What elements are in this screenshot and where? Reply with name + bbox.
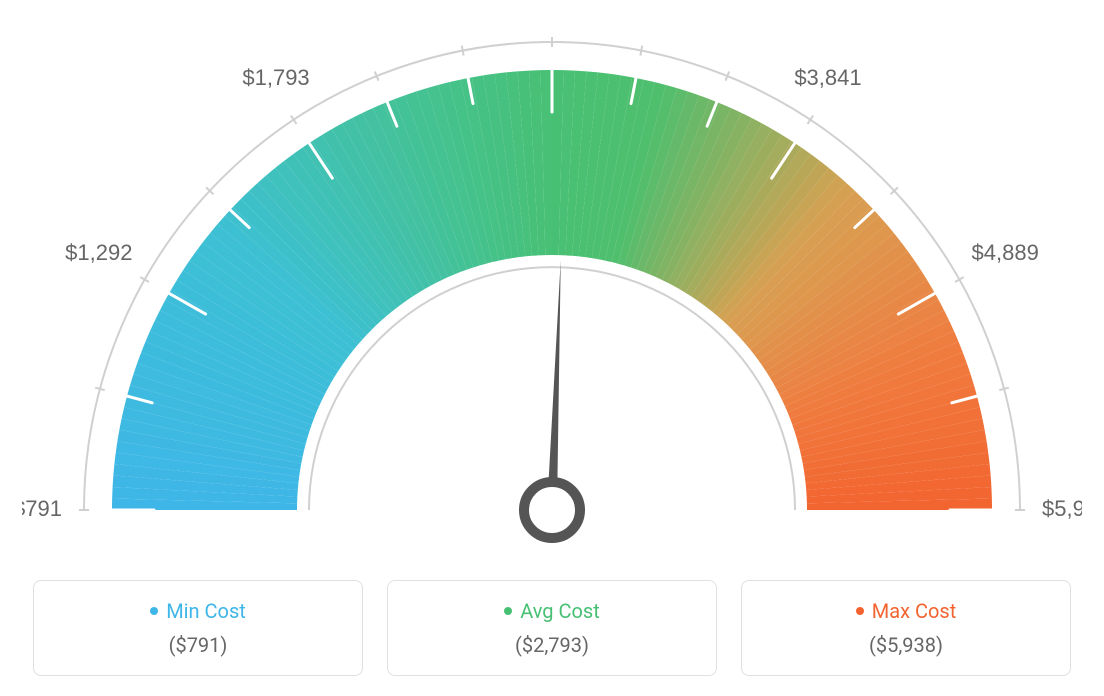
legend-title-max: Max Cost <box>762 599 1050 623</box>
legend-dot-min <box>150 607 158 615</box>
legend-dot-max <box>856 607 864 615</box>
legend-card-avg: Avg Cost ($2,793) <box>387 580 717 676</box>
legend-dot-avg <box>504 607 512 615</box>
svg-text:$1,793: $1,793 <box>242 65 309 90</box>
cost-gauge-chart: $791$1,292$1,793$2,793$3,841$4,889$5,938 <box>22 20 1082 560</box>
legend-row: Min Cost ($791) Avg Cost ($2,793) Max Co… <box>22 580 1082 676</box>
legend-card-min: Min Cost ($791) <box>33 580 363 676</box>
legend-value-avg: ($2,793) <box>408 633 696 657</box>
legend-label-avg: Avg Cost <box>520 599 600 623</box>
gauge-svg: $791$1,292$1,793$2,793$3,841$4,889$5,938 <box>22 20 1082 560</box>
legend-label-min: Min Cost <box>166 599 246 623</box>
legend-value-min: ($791) <box>54 633 342 657</box>
svg-text:$791: $791 <box>22 496 62 521</box>
legend-title-min: Min Cost <box>54 599 342 623</box>
svg-text:$3,841: $3,841 <box>794 65 861 90</box>
svg-text:$4,889: $4,889 <box>972 240 1039 265</box>
svg-text:$5,938: $5,938 <box>1042 496 1082 521</box>
legend-title-avg: Avg Cost <box>408 599 696 623</box>
svg-text:$1,292: $1,292 <box>65 240 132 265</box>
legend-card-max: Max Cost ($5,938) <box>741 580 1071 676</box>
legend-label-max: Max Cost <box>872 599 957 623</box>
legend-value-max: ($5,938) <box>762 633 1050 657</box>
